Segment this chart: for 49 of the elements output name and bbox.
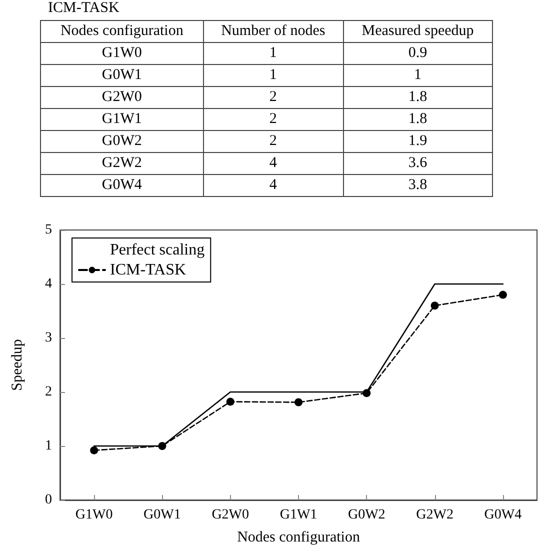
point [158, 442, 166, 450]
y-tick-label: 0 [45, 492, 52, 508]
point [90, 446, 98, 454]
y-tick-label: 2 [45, 384, 52, 400]
category-label: G2W2 [40, 152, 204, 174]
data-label: 3.8 [343, 174, 492, 196]
x-tick-label: G1W1 [280, 508, 318, 522]
point [362, 389, 371, 398]
text: Measured speedup [343, 20, 492, 42]
data-label: 1.8 [343, 86, 492, 108]
x-tick-label: G2W2 [416, 508, 454, 522]
data-label: 4 [203, 174, 344, 196]
category-label: G1W0 [40, 42, 204, 64]
data-label: 2 [203, 130, 344, 152]
category-label: G0W2 [40, 130, 204, 152]
data-label: 4 [203, 152, 344, 174]
data-label: 0.9 [343, 42, 492, 64]
text: Nodes configuration [40, 20, 204, 42]
data-label: 1 [203, 42, 344, 64]
x-axis-title: Nodes configuration [237, 530, 360, 546]
y-axis-title: Speedup [10, 339, 26, 391]
point [226, 398, 234, 406]
legend-label: ICM-TASK [110, 262, 186, 278]
text: Perfect scaling [110, 242, 205, 258]
data-label: 2 [203, 86, 344, 108]
point [430, 302, 439, 310]
text: Number of nodes [203, 20, 344, 42]
y-tick-label: 4 [45, 276, 52, 292]
x-tick-label: G2W0 [212, 508, 250, 522]
x-tick-label: G1W0 [75, 508, 113, 522]
data-label: 3.6 [343, 152, 492, 174]
point [498, 290, 507, 299]
data-label: 1 [343, 64, 492, 86]
x-tick-label: G0W1 [144, 508, 181, 522]
text: ICM-TASK [48, 0, 120, 17]
y-tick-label: 5 [45, 222, 52, 238]
point [294, 398, 302, 406]
y-tick-label: 3 [45, 330, 52, 346]
data-label: 1.9 [343, 130, 492, 152]
x-tick-label: G0W4 [484, 508, 522, 522]
data-label: 1 [203, 64, 344, 86]
x-tick-label: G0W2 [348, 508, 386, 522]
y-tick-label: 1 [45, 438, 52, 454]
category-label: G0W1 [40, 64, 204, 86]
category-label: G1W1 [40, 108, 204, 130]
category-label: G0W4 [40, 174, 204, 196]
data-label: 1.8 [343, 108, 492, 130]
data-label: 2 [203, 108, 344, 130]
category-label: G2W0 [40, 86, 204, 108]
